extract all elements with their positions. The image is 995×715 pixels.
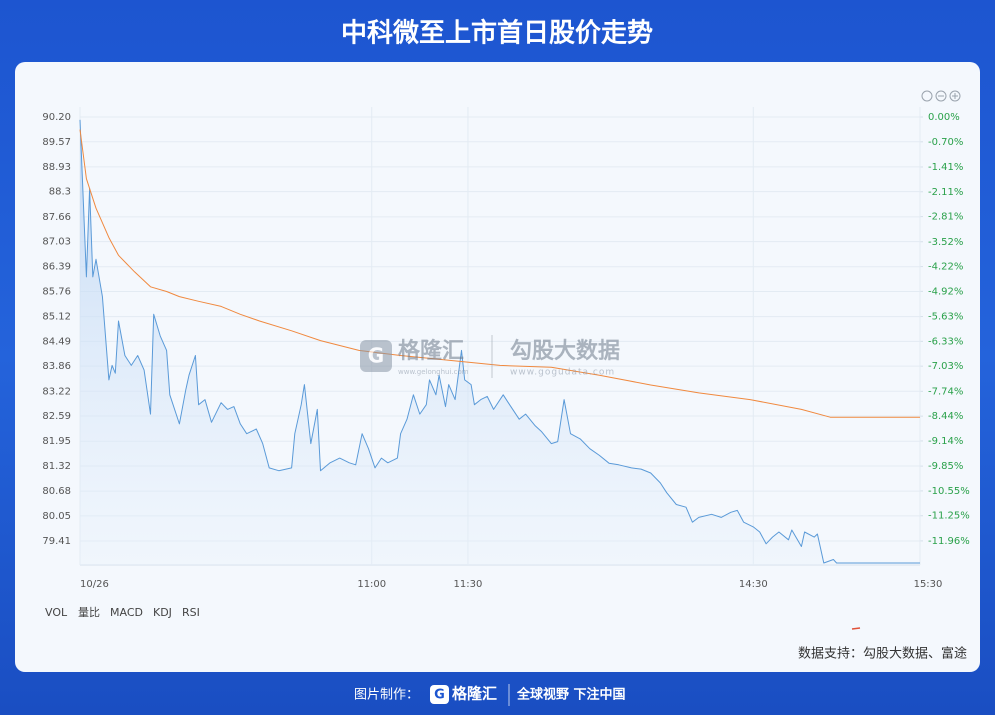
y2-tick-label: -10.55% bbox=[928, 486, 970, 497]
price-area bbox=[80, 119, 920, 566]
y-tick-label: 87.03 bbox=[42, 237, 71, 248]
y2-tick-label: -0.70% bbox=[928, 137, 963, 148]
watermark-logo bbox=[360, 340, 392, 372]
reset-icon[interactable] bbox=[921, 90, 933, 102]
zoom-in-icon[interactable] bbox=[949, 90, 961, 102]
x-tick-label: 10/26 bbox=[80, 579, 109, 590]
footer-logo-letter: G bbox=[434, 688, 445, 703]
y-tick-label: 85.12 bbox=[42, 312, 71, 323]
y2-tick-label: -1.41% bbox=[928, 162, 963, 173]
indicator-tab[interactable]: MACD bbox=[110, 606, 143, 619]
watermark-partner: 勾股大数据 bbox=[510, 338, 620, 364]
series-line bbox=[79, 119, 920, 564]
y-tick-label: 90.20 bbox=[42, 112, 71, 123]
zoom-out-icon[interactable] bbox=[935, 90, 947, 102]
x-tick-label: 15:30 bbox=[914, 579, 943, 590]
y2-tick-label: -5.63% bbox=[928, 312, 963, 323]
y-tick-label: 84.49 bbox=[42, 336, 71, 347]
y2-tick-label: -2.81% bbox=[928, 212, 963, 223]
watermark-brand-url: www.gelonghui.com bbox=[398, 368, 469, 376]
y-tick-label: 81.32 bbox=[42, 461, 71, 472]
y-tick-label: 86.39 bbox=[42, 262, 71, 273]
decoration bbox=[851, 627, 861, 630]
y-tick-label: 89.57 bbox=[42, 137, 71, 148]
footer-logo bbox=[430, 685, 449, 704]
y-tick-label: 82.59 bbox=[42, 411, 71, 422]
y-tick-label: 80.68 bbox=[42, 486, 71, 497]
watermark: G 格隆汇 www.gelonghui.com 勾股大数据 www.goguda… bbox=[360, 335, 620, 378]
footer-made-by: 图片制作： bbox=[354, 688, 419, 703]
y2-tick-label: -11.96% bbox=[928, 536, 970, 547]
y-tick-label: 83.86 bbox=[42, 361, 71, 372]
indicator-tab[interactable]: VOL bbox=[45, 606, 68, 619]
y-tick-label: 88.3 bbox=[49, 187, 71, 198]
y2-tick-label: -11.25% bbox=[928, 511, 970, 522]
series-line bbox=[79, 129, 920, 418]
y2-tick-label: -3.52% bbox=[928, 237, 963, 248]
indicator-tab[interactable]: KDJ bbox=[153, 606, 172, 619]
y2-tick-label: -7.74% bbox=[928, 386, 963, 397]
source-note: 数据支持：勾股大数据、富途 bbox=[798, 646, 967, 662]
y2-tick-label: -4.92% bbox=[928, 286, 963, 297]
y-tick-label: 87.66 bbox=[42, 212, 71, 223]
y2-tick-label: -8.44% bbox=[928, 411, 963, 422]
y-tick-label: 80.05 bbox=[42, 511, 71, 522]
x-tick-label: 14:30 bbox=[739, 579, 768, 590]
y-tick-label: 83.22 bbox=[42, 386, 71, 397]
y-tick-label: 81.95 bbox=[42, 436, 71, 447]
y-tick-label: 85.76 bbox=[42, 286, 71, 297]
footer-slogan: 全球视野 下注中国 bbox=[516, 687, 626, 703]
chart-title: 中科微至上市首日股价走势 bbox=[341, 18, 653, 49]
y2-tick-label: -9.85% bbox=[928, 461, 963, 472]
watermark-partner-url: www.gogudata.com bbox=[510, 368, 615, 378]
indicator-tab[interactable]: 量比 bbox=[78, 606, 100, 619]
plot-area: 90.20 89.57 88.93 88.3 87.66 87.03 86.39 85.76 8… bbox=[42, 107, 970, 590]
x-tick-label: 11:00 bbox=[357, 579, 386, 590]
y-tick-label: 88.93 bbox=[42, 162, 71, 173]
y2-tick-label: -9.14% bbox=[928, 436, 963, 447]
y-tick-label: 79.41 bbox=[42, 536, 71, 547]
y2-tick-label: -2.11% bbox=[928, 187, 963, 198]
y2-tick-label: 0.00% bbox=[928, 112, 960, 123]
y2-tick-label: -4.22% bbox=[928, 262, 963, 273]
y2-tick-label: -7.03% bbox=[928, 361, 963, 372]
watermark-logo-letter: G bbox=[368, 344, 384, 368]
y2-tick-label: -6.33% bbox=[928, 336, 963, 347]
toolbar bbox=[921, 90, 961, 102]
x-tick-label: 11:30 bbox=[454, 579, 483, 590]
watermark-brand: 格隆汇 bbox=[398, 338, 464, 364]
indicator-tab[interactable]: RSI bbox=[182, 606, 200, 619]
footer-brand: 格隆汇 bbox=[452, 685, 497, 703]
indicator-tabs: VOL 量比 MACD KDJ RSI bbox=[45, 606, 200, 619]
